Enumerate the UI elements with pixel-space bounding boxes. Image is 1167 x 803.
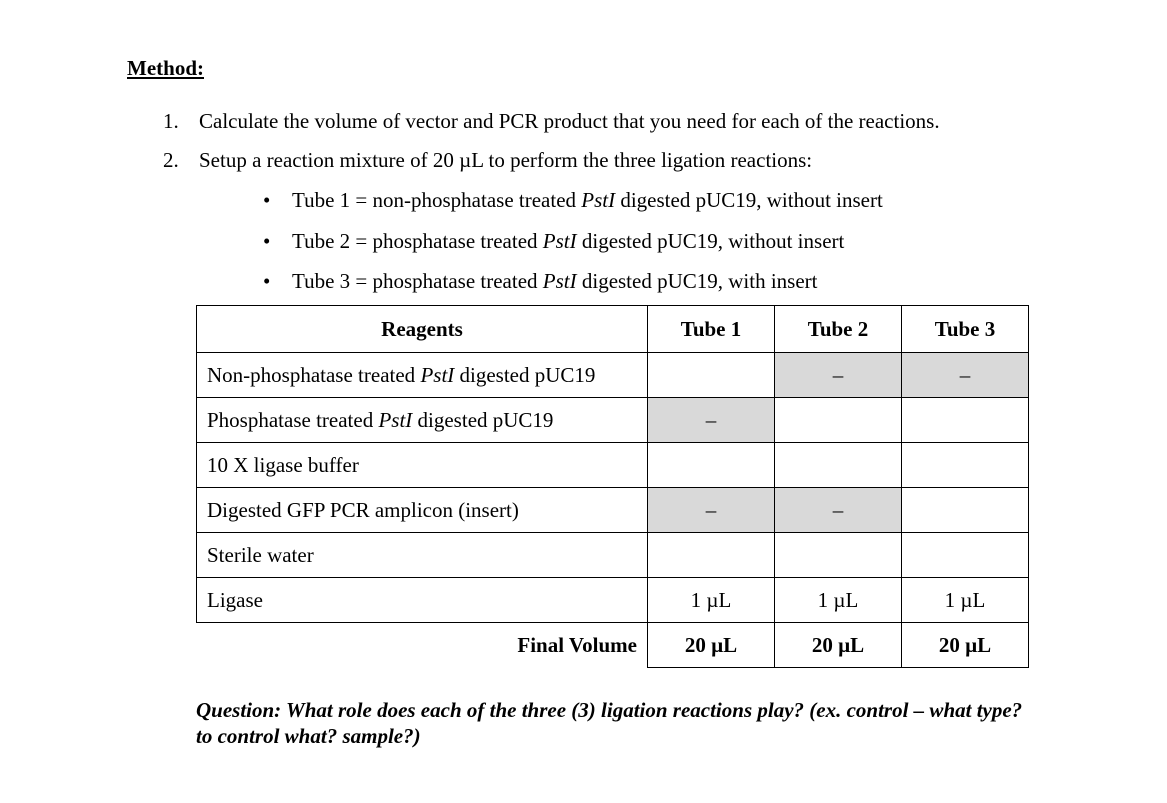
final-volume-tube-1: 20 µL — [647, 622, 775, 668]
tube-3-cell: 1 µL — [901, 577, 1029, 623]
reagent-name: Digested GFP PCR amplicon (insert) — [196, 487, 648, 533]
bullet-text: Tube 2 = phosphatase treated — [292, 229, 543, 253]
tube-1-cell — [647, 532, 775, 578]
tube-1-cell: – — [647, 397, 775, 443]
bullet-icon: • — [263, 188, 271, 212]
step-number: 1. — [163, 109, 179, 133]
header-tube-2: Tube 2 — [774, 305, 902, 353]
tube-1-cell — [647, 352, 775, 398]
bullet-text: digested pUC19, without insert — [615, 188, 883, 212]
table-row: Phosphatase treated PstI digested pUC19– — [196, 397, 1029, 443]
tube-3-cell — [901, 397, 1029, 443]
reagent-name: Sterile water — [196, 532, 648, 578]
bullet-text: digested pUC19, with insert — [576, 269, 818, 293]
step-number: 2. — [163, 148, 179, 172]
bullet-icon: • — [263, 229, 271, 253]
step-text: Setup a reaction mixture of 20 µL to per… — [199, 148, 813, 172]
final-volume-row: Final Volume 20 µL 20 µL 20 µL — [197, 622, 1029, 668]
tube-1-cell: 1 µL — [647, 577, 775, 623]
tube-2-cell — [774, 442, 902, 488]
tube-3-cell — [901, 487, 1029, 533]
reagent-name: 10 X ligase buffer — [196, 442, 648, 488]
reagents-table: Reagents Tube 1 Tube 2 Tube 3 Non-phosph… — [196, 305, 1029, 668]
bullet-text: Tube 3 = phosphatase treated — [292, 269, 543, 293]
final-volume-tube-3: 20 µL — [901, 622, 1029, 668]
enzyme-name: PstI — [542, 269, 577, 293]
tube-2-cell: 1 µL — [774, 577, 902, 623]
bullet-text: digested pUC19, without insert — [576, 229, 845, 253]
bullet-text: Tube 1 = non-phosphatase treated — [292, 188, 582, 212]
header-reagents: Reagents — [196, 305, 648, 353]
header-tube-1: Tube 1 — [647, 305, 775, 353]
tube-3-cell — [901, 442, 1029, 488]
reagent-name: Ligase — [196, 577, 648, 623]
table-row: Ligase 1 µL 1 µL 1 µL — [196, 577, 1029, 623]
reagent-text: Ligase — [207, 587, 263, 612]
bullet-tube-3: • Tube 3 = phosphatase treated PstI diges… — [263, 269, 818, 294]
step-text: Calculate the volume of vector and PCR p… — [199, 109, 940, 133]
enzyme-name: PstI — [542, 229, 577, 253]
enzyme-name: PstI — [420, 362, 455, 387]
table-header-row: Reagents Tube 1 Tube 2 Tube 3 — [196, 305, 1029, 353]
method-heading: Method: — [127, 56, 204, 80]
tube-3-cell — [901, 532, 1029, 578]
final-volume-label: Final Volume — [517, 632, 637, 657]
question-text: Question: What role does each of the thr… — [196, 698, 1023, 748]
enzyme-name: PstI — [378, 407, 413, 432]
bullet-tube-1: • Tube 1 = non-phosphatase treated PstI d… — [263, 188, 883, 213]
table-row: Non-phosphatase treated PstI digested pU… — [196, 352, 1029, 398]
tube-2-cell — [774, 532, 902, 578]
table-row: Digested GFP PCR amplicon (insert) – – — [196, 487, 1029, 533]
tube-2-cell: – — [774, 487, 902, 533]
reagent-text: Digested GFP PCR amplicon (insert) — [207, 497, 519, 522]
tube-2-cell — [774, 397, 902, 443]
bullet-icon: • — [263, 269, 271, 293]
table-row: Sterile water — [196, 532, 1029, 578]
reagent-text: Phosphatase treated — [207, 407, 379, 432]
bullet-tube-2: • Tube 2 = phosphatase treated PstI diges… — [263, 229, 844, 254]
enzyme-name: PstI — [581, 188, 616, 212]
header-tube-3: Tube 3 — [901, 305, 1029, 353]
tube-2-cell: – — [774, 352, 902, 398]
reagent-text: digested pUC19 — [454, 362, 596, 387]
reagent-name: Non-phosphatase treated PstI digested pU… — [196, 352, 648, 398]
reagent-text: 10 X ligase buffer — [207, 452, 359, 477]
reagent-name: Phosphatase treated PstI digested pUC19 — [196, 397, 648, 443]
tube-1-cell — [647, 442, 775, 488]
reagent-text: Sterile water — [207, 542, 314, 567]
final-volume-tube-2: 20 µL — [774, 622, 902, 668]
table-row: 10 X ligase buffer — [196, 442, 1029, 488]
reagent-text: Non-phosphatase treated — [207, 362, 421, 387]
reagent-text: digested pUC19 — [412, 407, 554, 432]
tube-3-cell: – — [901, 352, 1029, 398]
tube-1-cell: – — [647, 487, 775, 533]
